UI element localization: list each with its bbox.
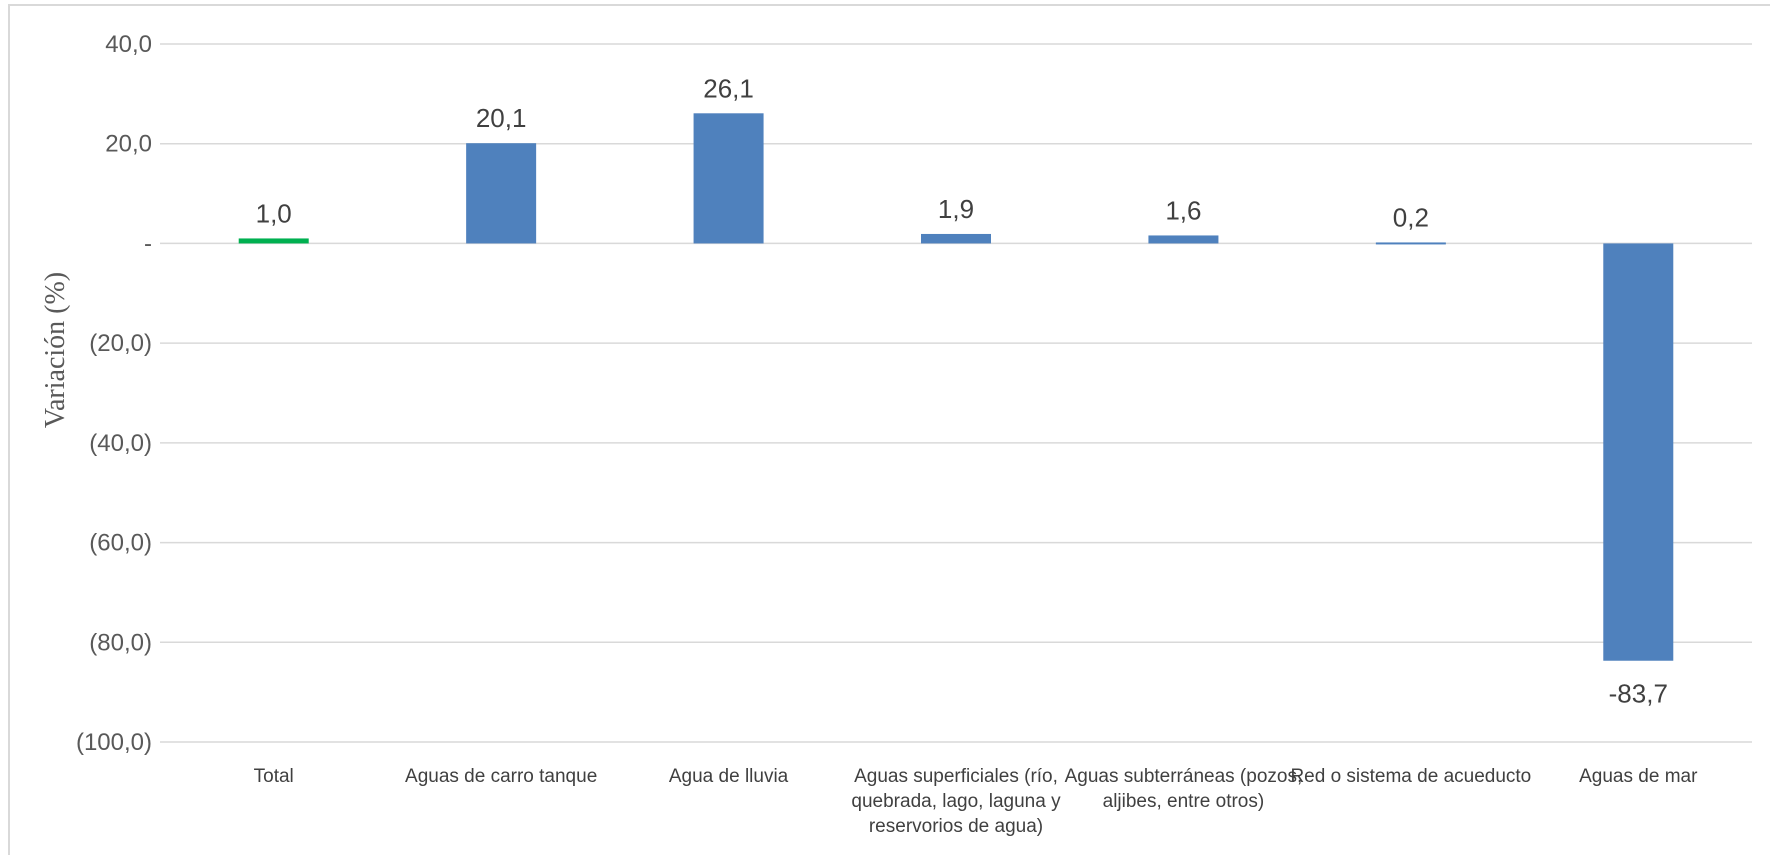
bar — [921, 233, 991, 244]
data-label: 0,2 — [1393, 202, 1429, 232]
y-tick-label: (60,0) — [89, 530, 152, 557]
bar — [1148, 235, 1219, 244]
bar — [1375, 242, 1446, 245]
category-label: Total — [254, 766, 294, 787]
category-label: Aguas de carro tanque — [405, 766, 597, 787]
y-tick-label: 20,0 — [105, 131, 152, 158]
category-labels: Total Aguas de carro tanque Agua de lluvia… — [254, 766, 1698, 837]
data-label: 20,1 — [476, 103, 527, 133]
bar — [1603, 243, 1674, 661]
category-label: Red o sistema de acueducto — [1290, 766, 1531, 787]
y-tick-label: (40,0) — [89, 430, 152, 457]
bar — [693, 113, 764, 244]
bar — [466, 143, 537, 244]
category-label: Agua de lluvia — [669, 766, 789, 787]
data-label: 1,0 — [256, 198, 292, 228]
y-tick-label: (100,0) — [76, 729, 152, 756]
y-tick-label: - — [144, 230, 152, 257]
y-axis-title: Variación (%) — [40, 272, 71, 428]
category-label: Aguas subterráneas (pozos, aljibes, entre… — [1065, 766, 1303, 812]
bars — [238, 113, 1674, 661]
gridlines — [160, 43, 1752, 743]
data-label: -83,7 — [1609, 679, 1668, 709]
data-label: 26,1 — [703, 73, 754, 103]
data-label: 1,9 — [938, 194, 974, 224]
bar — [238, 238, 309, 244]
category-label: Aguas de mar — [1579, 766, 1698, 787]
category-label: Aguas superficiales (río, quebrada, lago,… — [851, 766, 1061, 837]
y-tick-label: 40,0 — [105, 31, 152, 58]
y-tick-label: (20,0) — [89, 330, 152, 357]
y-axis-ticks: 40,0 20,0 - (20,0) (40,0) (60,0) (80,0) (100,0) — [76, 31, 152, 756]
data-labels: 1,0 20,1 26,1 1,9 1,6 0,2 -83,7 — [256, 73, 1668, 708]
data-label: 1,6 — [1165, 195, 1201, 225]
y-tick-label: (80,0) — [89, 629, 152, 656]
chart-frame — [8, 4, 1770, 855]
